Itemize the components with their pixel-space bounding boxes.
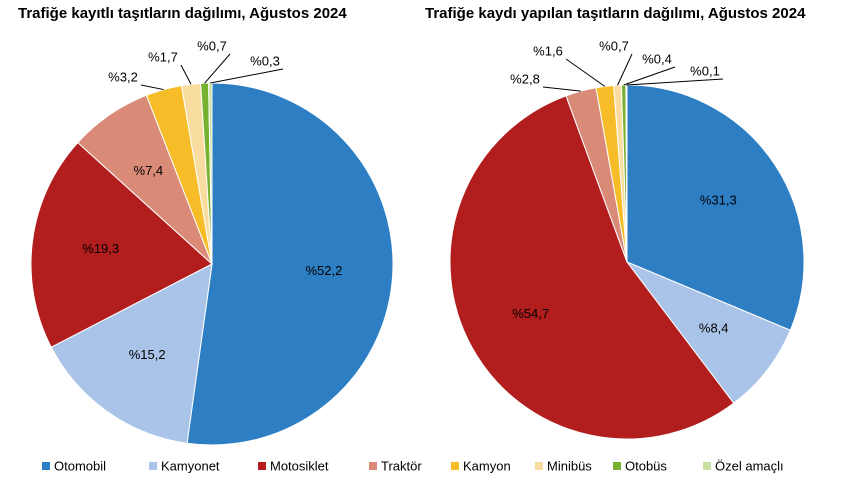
leader-line xyxy=(204,53,231,84)
legend-swatch xyxy=(535,462,543,470)
data-label: %52,2 xyxy=(306,263,343,278)
leader-line xyxy=(626,78,724,86)
data-label: %0,1 xyxy=(690,63,720,78)
legend-swatch xyxy=(258,462,266,470)
data-label: %1,7 xyxy=(148,49,178,64)
leader-line xyxy=(210,68,284,84)
legend-swatch xyxy=(42,462,50,470)
legend-swatch xyxy=(703,462,711,470)
leader-line xyxy=(542,86,581,92)
legend-label: Otomobil xyxy=(54,458,106,473)
chart-title: Trafiğe kaydı yapılan taşıtların dağılım… xyxy=(425,5,806,22)
legend-label: Traktör xyxy=(381,458,422,473)
leader-line xyxy=(180,64,192,85)
legend-label: Otobüs xyxy=(625,458,667,473)
legend-label: Özel amaçlı xyxy=(715,458,784,473)
legend-swatch xyxy=(451,462,459,470)
pie-slice xyxy=(50,263,213,444)
pie-slice xyxy=(449,95,735,440)
leader-line xyxy=(140,84,164,91)
pie-slice xyxy=(186,82,394,446)
data-label: %2,8 xyxy=(510,71,540,86)
legend-label: Kamyonet xyxy=(161,458,220,473)
pie-slice xyxy=(625,260,791,404)
data-label: %1,6 xyxy=(533,43,563,58)
data-label: %19,3 xyxy=(82,241,119,256)
legend-label: Minibüs xyxy=(547,458,592,473)
leader-line xyxy=(623,66,676,86)
legend-label: Kamyon xyxy=(463,458,511,473)
data-label: %7,4 xyxy=(134,163,164,178)
legend-swatch xyxy=(149,462,157,470)
data-label: %3,2 xyxy=(108,69,138,84)
leader-line xyxy=(617,53,633,86)
legend-swatch xyxy=(369,462,377,470)
data-label: %0,7 xyxy=(197,38,227,53)
chart-title: Trafiğe kayıtlı taşıtların dağılımı, Ağu… xyxy=(18,5,347,22)
data-label: %31,3 xyxy=(700,193,737,208)
legend-swatch xyxy=(613,462,621,470)
data-label: %8,4 xyxy=(699,321,729,336)
data-label: %0,4 xyxy=(642,51,672,66)
data-label: %15,2 xyxy=(129,347,166,362)
legend-label: Motosiklet xyxy=(270,458,329,473)
data-label: %54,7 xyxy=(512,306,549,321)
pie-slice xyxy=(626,84,805,331)
pie-slice xyxy=(30,141,213,348)
data-label: %0,3 xyxy=(250,53,280,68)
leader-line xyxy=(565,58,606,87)
data-label: %0,7 xyxy=(599,38,629,53)
